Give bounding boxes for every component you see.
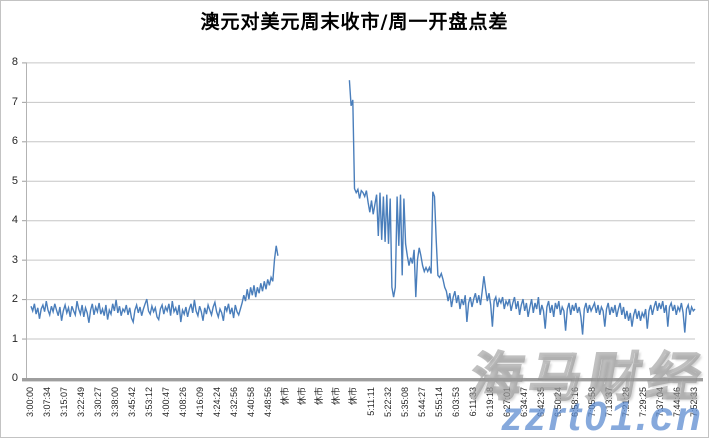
chart-title: 澳元对美元周末收市/周一开盘点差 — [200, 11, 509, 33]
x-tick-label: 5:35:08 — [399, 387, 410, 418]
x-tick-label: 6:03:53 — [450, 387, 461, 418]
y-tick-label: 7 — [11, 95, 18, 108]
x-tick-label: 7:37:04 — [654, 387, 665, 418]
x-tick-label: 3:22:49 — [76, 387, 87, 418]
x-tick-label: 5:11:11 — [365, 387, 376, 416]
x-tick-label: 3:38:00 — [110, 387, 121, 418]
y-tick-label: 4 — [11, 214, 18, 227]
x-tick-label: 4:40:58 — [246, 387, 257, 418]
x-tick-label: 5:22:32 — [382, 387, 393, 418]
y-tick-label: 0 — [11, 372, 18, 384]
y-tick-label: 5 — [11, 174, 18, 187]
x-tick-label: 6:50:24 — [552, 387, 563, 418]
x-tick-label: 3:07:34 — [42, 387, 53, 418]
x-tick-label: 6:42:35 — [535, 387, 546, 418]
x-tick-label: 休市 — [331, 387, 342, 406]
x-tick-label: 7:44:46 — [671, 387, 682, 418]
x-axis-line — [22, 378, 703, 382]
x-tick-label: 3:45:42 — [127, 387, 138, 418]
x-tick-label: 7:13:37 — [603, 387, 614, 418]
y-tick-label: 6 — [11, 135, 18, 148]
x-tick-label: 7:52:33 — [689, 387, 699, 418]
x-tick-label: 7:21:28 — [620, 387, 631, 418]
x-tick-label: 休市 — [297, 387, 308, 406]
x-tick-label: 休市 — [314, 387, 325, 406]
x-tick-label: 6:19:18 — [484, 387, 495, 418]
x-tick-label: 休市 — [280, 387, 291, 406]
y-tick-label: 2 — [11, 293, 18, 306]
x-tick-label: 3:00:00 — [25, 387, 35, 418]
x-tick-label: 4:16:09 — [195, 387, 206, 418]
x-tick-label: 6:11:33 — [467, 387, 478, 417]
y-tick-label: 8 — [11, 56, 18, 69]
x-tick-label: 7:29:25 — [637, 387, 648, 418]
x-tick-label: 3:53:12 — [144, 387, 155, 418]
x-tick-label: 4:08:26 — [178, 387, 189, 418]
x-tick-label: 6:34:47 — [518, 387, 529, 418]
series-line — [30, 80, 696, 335]
x-tick-label: 4:24:24 — [212, 387, 223, 418]
y-tick-label: 1 — [11, 332, 18, 345]
x-tick-label: 4:48:56 — [263, 387, 274, 418]
y-tick-label: 3 — [11, 253, 18, 266]
x-tick-label: 4:32:56 — [229, 387, 240, 418]
x-tick-label: 6:27:01 — [501, 387, 512, 418]
x-tick-label: 4:00:47 — [161, 387, 172, 418]
x-tick-label: 休市 — [348, 387, 359, 406]
x-tick-label: 5:55:14 — [433, 387, 444, 418]
x-tick-label: 6:58:16 — [569, 387, 580, 418]
x-tick-label: 3:15:07 — [59, 387, 70, 418]
x-tick-label: 7:05:58 — [586, 387, 597, 418]
x-tick-label: 3:30:27 — [93, 387, 104, 418]
x-tick-label: 5:44:27 — [416, 387, 427, 418]
